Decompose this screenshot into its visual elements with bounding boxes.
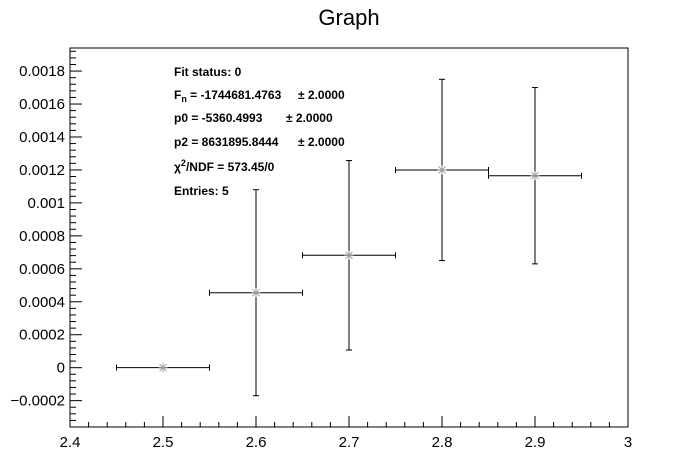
stat-p0: p0 = -5360.4993	[174, 111, 263, 125]
data-points	[116, 78, 582, 397]
y-tick-label: 0.001	[27, 195, 65, 212]
x-axis: 2.4 2.5 2.6 2.7 2.8 2.9 3	[60, 416, 632, 451]
x-tick-label: 3	[624, 434, 632, 451]
data-point	[209, 189, 303, 397]
x-tick-label: 2.8	[432, 434, 453, 451]
stat-p2: p2 = 8631895.8444	[174, 135, 279, 149]
stat-entries: Entries: 5	[174, 184, 229, 198]
x-tick-label: 2.6	[246, 434, 267, 451]
x-tick-label: 2.4	[60, 434, 81, 451]
chart-title: Graph	[318, 5, 379, 30]
y-tick-label: 0.0004	[19, 294, 65, 311]
stat-fn-error: ± 2.0000	[298, 88, 345, 102]
y-axis: −0.0002 0 0.0002 0.0004 0.0006 0.0008 0.001 0.0…	[10, 50, 82, 428]
data-point	[488, 87, 582, 265]
stat-p0-error: ± 2.0000	[286, 111, 333, 125]
point-marker	[437, 165, 447, 175]
point-marker	[158, 363, 168, 373]
stats-box: Fit status: 0 Fn = -1744681.4763 ± 2.000…	[174, 65, 345, 198]
stat-chi-rest: /NDF = 573.45/0	[186, 160, 275, 174]
stat-fit-status: Fit status: 0	[174, 65, 242, 79]
y-tick-label: 0.0002	[19, 327, 65, 344]
data-point	[116, 363, 210, 373]
stat-chi2: χ2/NDF = 573.45/0	[174, 158, 275, 174]
y-tick-label: 0.0008	[19, 228, 65, 245]
y-tick-label: −0.0002	[10, 393, 65, 410]
data-point	[395, 78, 489, 262]
point-marker	[251, 288, 261, 298]
x-tick-label: 2.9	[525, 434, 546, 451]
y-tick-label: 0	[57, 360, 65, 377]
y-tick-label: 0.0014	[19, 129, 65, 146]
x-tick-label: 2.5	[153, 434, 174, 451]
y-tick-label: 0.0018	[19, 63, 65, 80]
point-marker	[344, 250, 354, 260]
stat-fn-sub: n	[181, 94, 187, 104]
stat-p2-error: ± 2.0000	[298, 135, 345, 149]
data-point	[302, 160, 396, 351]
stat-fn-label: F	[174, 88, 181, 102]
y-tick-label: 0.0016	[19, 96, 65, 113]
stat-fn: Fn = -1744681.4763	[174, 88, 282, 104]
stat-chi-sup: 2	[181, 158, 186, 168]
x-tick-label: 2.7	[339, 434, 360, 451]
stat-fn-value: = -1744681.4763	[187, 88, 282, 102]
y-tick-label: 0.0012	[19, 162, 65, 179]
y-tick-label: 0.0006	[19, 261, 65, 278]
point-marker	[530, 171, 540, 181]
stat-chi-symbol: χ	[174, 160, 181, 174]
